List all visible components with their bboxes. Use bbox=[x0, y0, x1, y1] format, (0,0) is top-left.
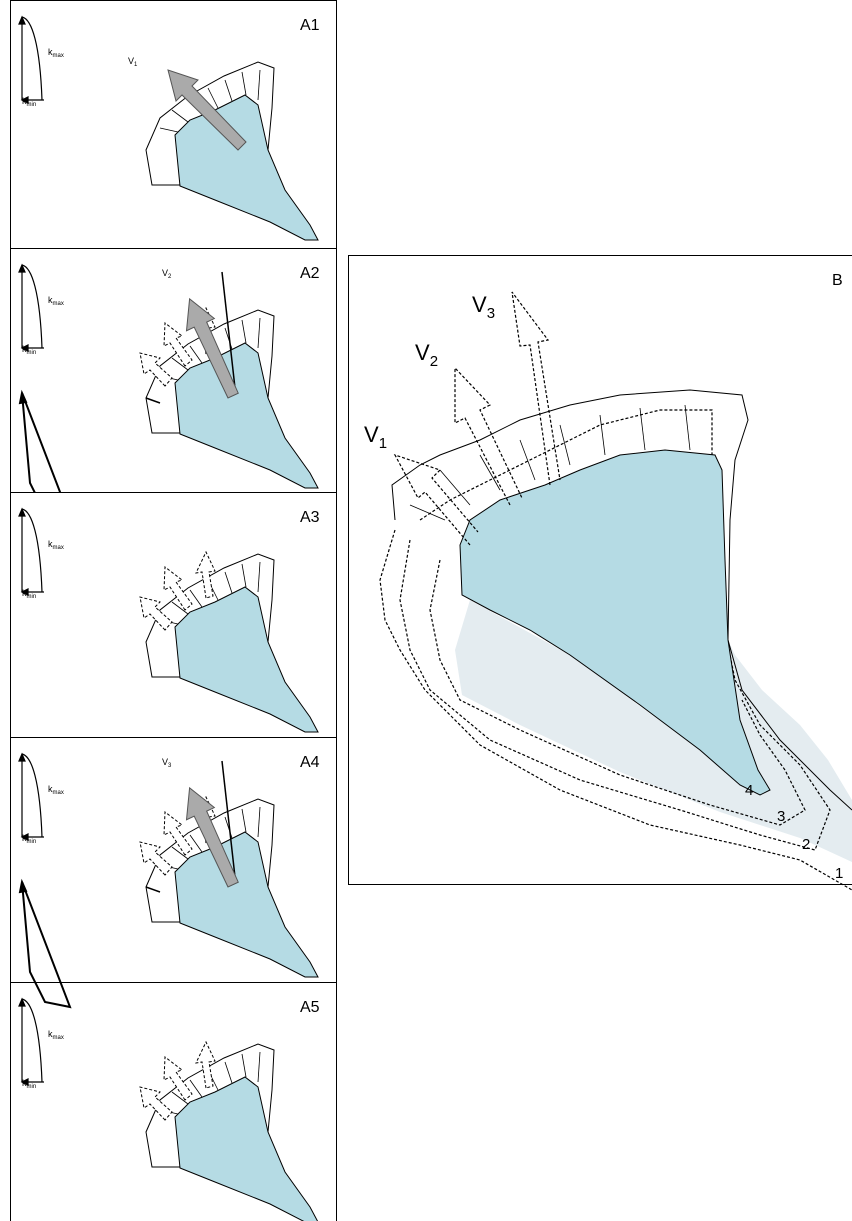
panel-label: A5 bbox=[300, 999, 320, 1016]
velocity-symbol: V bbox=[364, 422, 379, 447]
a-panel: kmax kmin A5 bbox=[11, 983, 337, 1221]
subscript: max bbox=[53, 545, 64, 551]
panel-label: A4 bbox=[300, 754, 320, 771]
subscript: max bbox=[53, 1035, 64, 1041]
subscript: min bbox=[27, 350, 37, 356]
velocity-symbol: V bbox=[472, 292, 487, 317]
subscript: max bbox=[53, 790, 64, 796]
panel-label: A1 bbox=[300, 17, 320, 34]
subscript: max bbox=[53, 301, 64, 307]
figure: kmaxkminV1A1kmaxkminV2A2 kmax kmin A3 kmaxkm… bbox=[0, 0, 852, 1221]
panel-b: B V1 V2 V3 1 2 3 4 bbox=[349, 256, 852, 891]
contour-label: 4 bbox=[745, 782, 753, 799]
subscript: min bbox=[27, 1084, 37, 1090]
subscript: min bbox=[27, 839, 37, 845]
symbol-label: kmax bbox=[48, 1029, 64, 1041]
panel-label: A2 bbox=[300, 265, 320, 282]
contour-label: 3 bbox=[777, 808, 785, 825]
velocity-symbol: V bbox=[415, 340, 430, 365]
velocity-subscript: 1 bbox=[379, 435, 387, 452]
subscript: min bbox=[27, 102, 37, 108]
k-diagram bbox=[19, 999, 44, 1085]
contour-label: 2 bbox=[802, 836, 810, 853]
panel-label: A3 bbox=[300, 509, 320, 526]
velocity-subscript: 3 bbox=[487, 305, 495, 322]
panel-label: B bbox=[832, 272, 843, 289]
subscript: min bbox=[27, 594, 37, 600]
subscript: max bbox=[53, 53, 64, 59]
contour-label: 1 bbox=[835, 865, 843, 882]
symbol-label: kmin bbox=[22, 1078, 36, 1090]
velocity-subscript: 2 bbox=[430, 353, 438, 370]
